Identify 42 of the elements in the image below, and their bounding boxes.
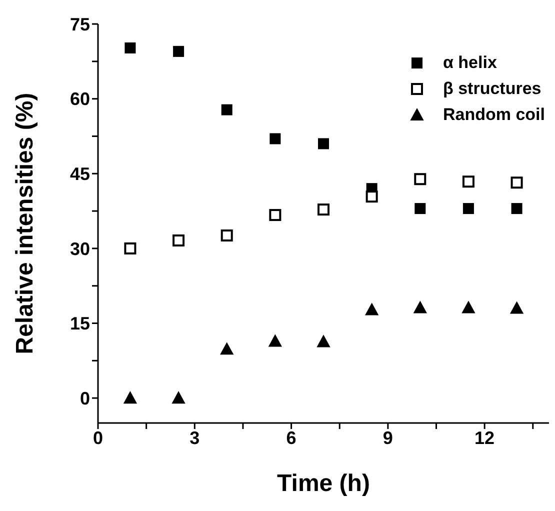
x-tick-label: 0 (92, 428, 104, 448)
point (462, 203, 474, 214)
y-tick-label: 60 (70, 89, 90, 110)
legend-label: Random coil (442, 105, 545, 125)
point (268, 334, 282, 347)
x-tick-label: 6 (286, 428, 296, 448)
point (510, 302, 524, 314)
x-tick-label: 3 (190, 428, 200, 448)
point (172, 392, 186, 404)
y-tick-label: 45 (70, 164, 90, 184)
point (269, 209, 282, 222)
point (124, 392, 137, 404)
point (414, 173, 426, 186)
point (220, 229, 233, 242)
point (462, 176, 474, 188)
y-tick-label: 75 (70, 14, 90, 34)
point (414, 301, 427, 314)
point (270, 133, 281, 144)
point (318, 204, 330, 216)
point (220, 342, 234, 355)
x-tick-label: 12 (474, 428, 495, 448)
legend-label: α helix (442, 53, 497, 73)
point (317, 335, 330, 348)
point (124, 242, 136, 254)
y-tick-label: 0 (80, 388, 90, 408)
point (366, 190, 378, 203)
x-tick-label: 9 (382, 428, 393, 448)
point (124, 42, 136, 54)
point (365, 303, 378, 316)
point (462, 301, 475, 314)
y-tick-label: 15 (70, 314, 90, 334)
point (510, 176, 523, 189)
y-axis-title: Relative intensities (%) (12, 92, 39, 354)
legend-label: β structures (442, 79, 542, 99)
point (173, 46, 184, 57)
point (511, 203, 522, 214)
y-tick-label: 30 (70, 238, 90, 259)
point (414, 203, 426, 214)
point (221, 104, 232, 116)
point (318, 138, 329, 150)
x-axis-title: Time (h) (277, 470, 370, 497)
point (172, 234, 185, 246)
